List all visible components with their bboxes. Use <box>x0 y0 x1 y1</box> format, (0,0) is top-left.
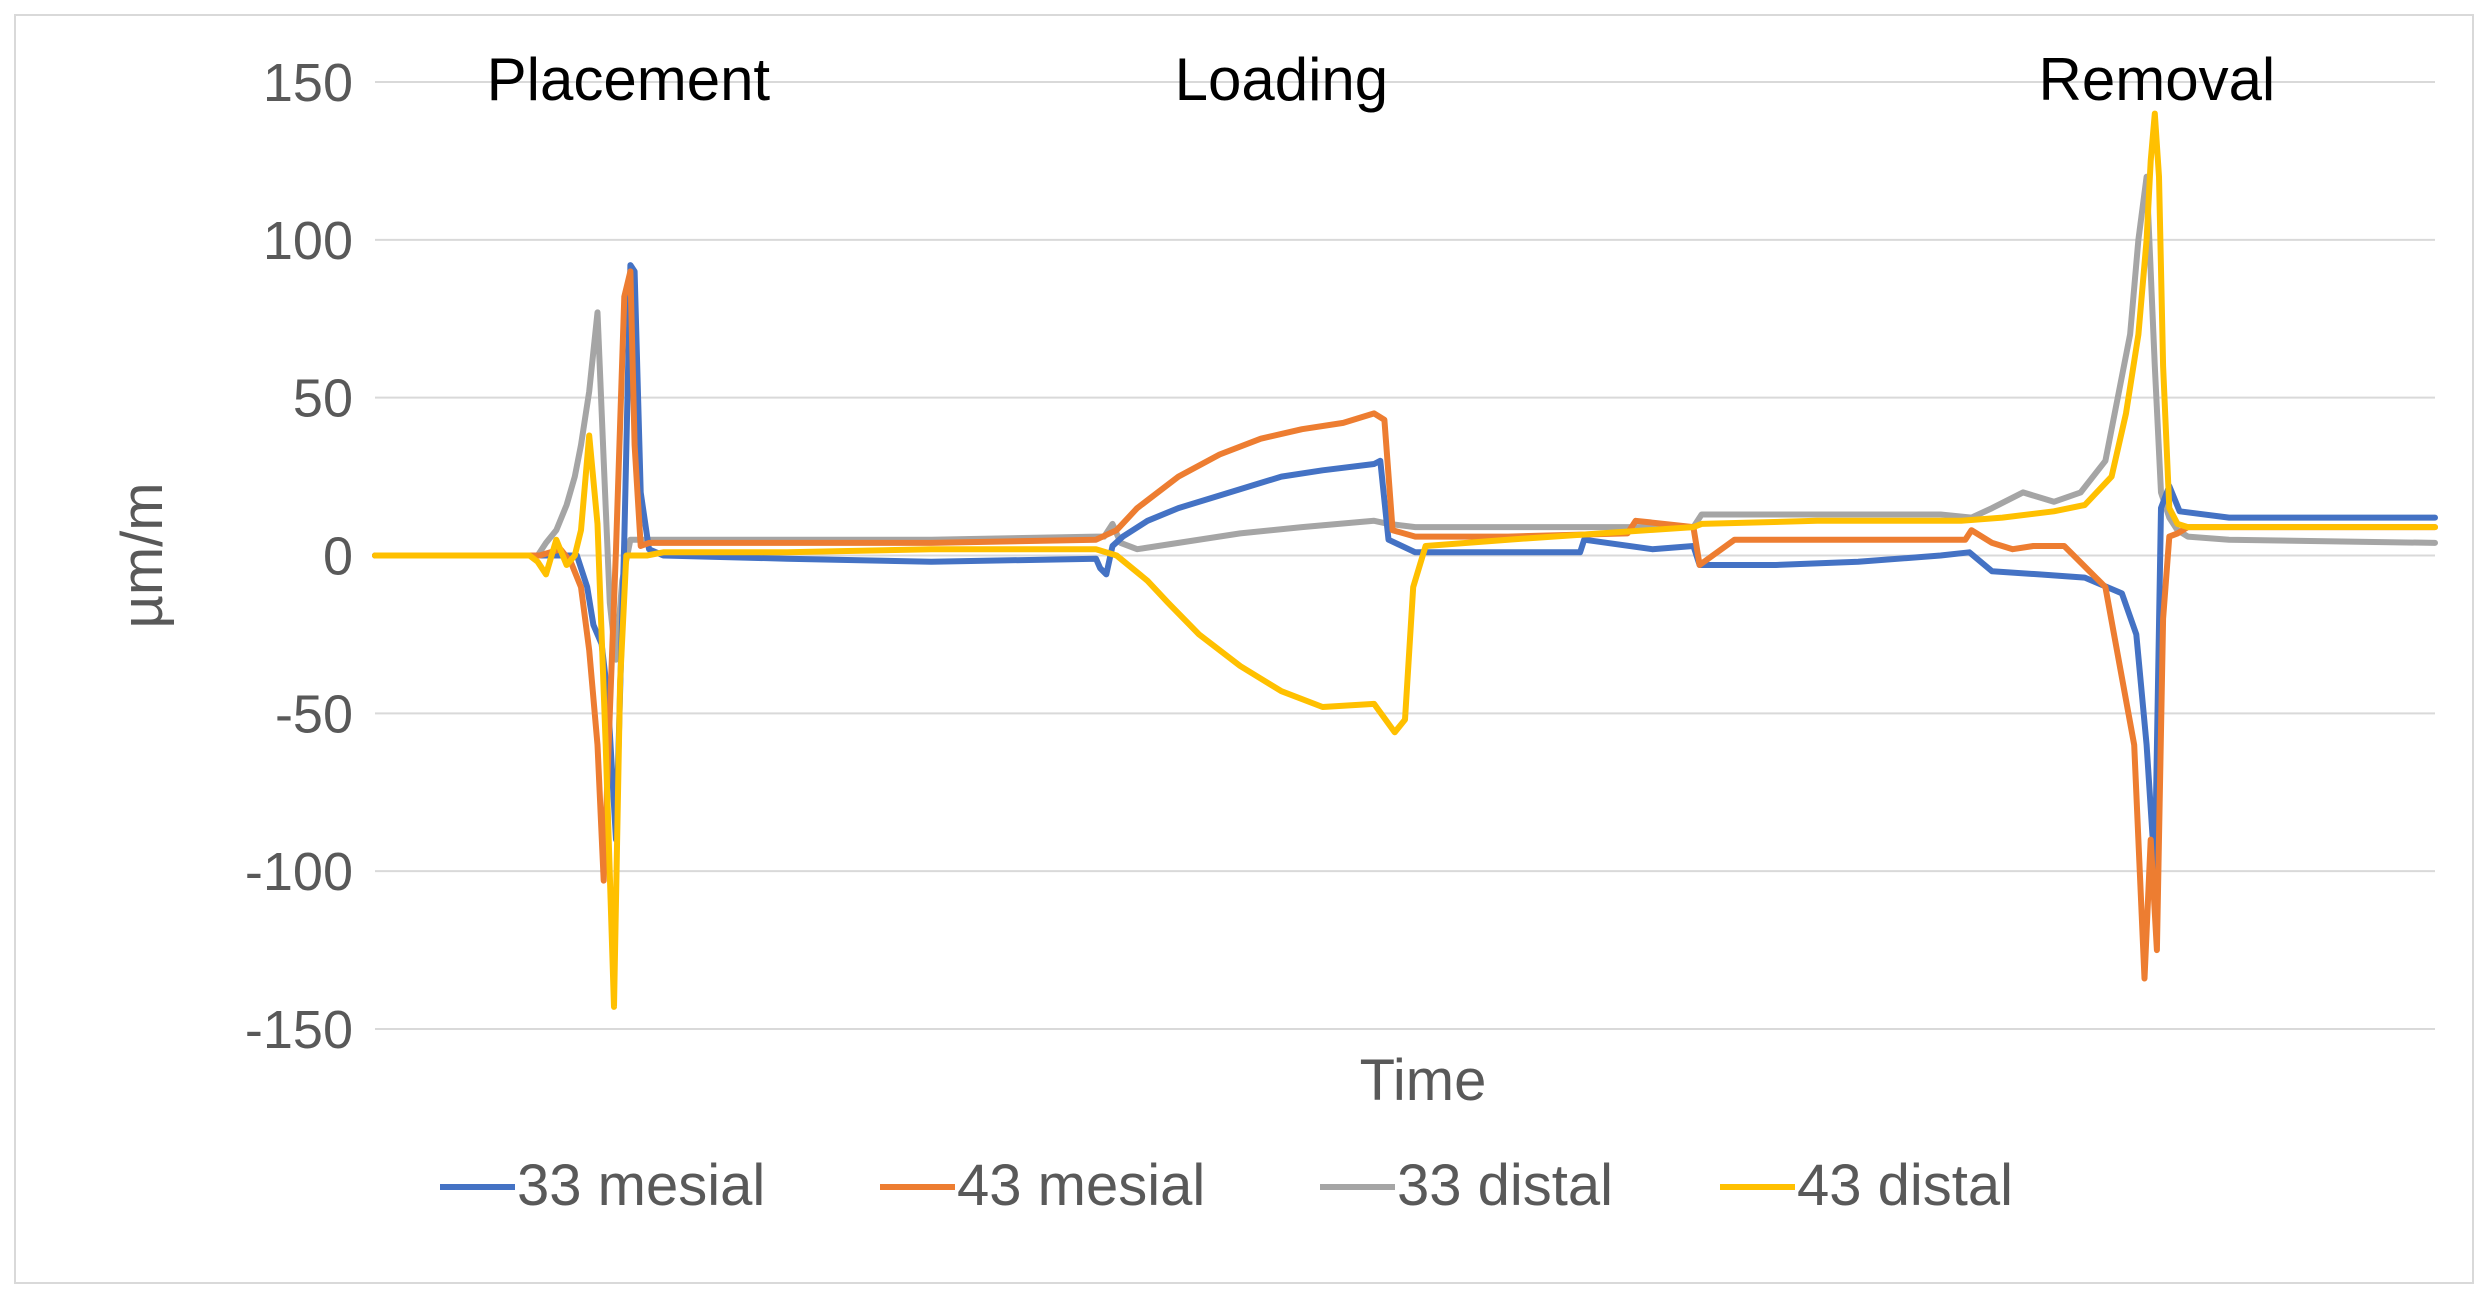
y-tick-label: -50 <box>275 684 353 744</box>
y-tick-label: -100 <box>245 842 353 902</box>
series-line-33-distal <box>372 173 2438 663</box>
y-tick-label: 0 <box>323 527 353 587</box>
series-line-43-mesial <box>372 268 2438 982</box>
chart-frame <box>14 14 2474 1284</box>
legend-label: 43 mesial <box>957 1153 1205 1218</box>
legend-label: 33 distal <box>1397 1153 1613 1218</box>
y-tick-label: 100 <box>263 211 353 271</box>
legend-label: 33 mesial <box>517 1153 765 1218</box>
phase-label: Placement <box>487 46 771 113</box>
y-tick-label: -150 <box>245 1000 353 1060</box>
y-axis-title: µm/m <box>110 482 175 628</box>
y-tick-label: 150 <box>263 53 353 113</box>
x-axis-title: Time <box>1360 1048 1487 1113</box>
phase-label: Removal <box>2039 46 2276 113</box>
series-line-43-distal <box>372 110 2438 1010</box>
y-tick-label: 50 <box>293 369 353 429</box>
phase-label: Loading <box>1175 46 1389 113</box>
legend-label: 43 distal <box>1797 1153 2013 1218</box>
